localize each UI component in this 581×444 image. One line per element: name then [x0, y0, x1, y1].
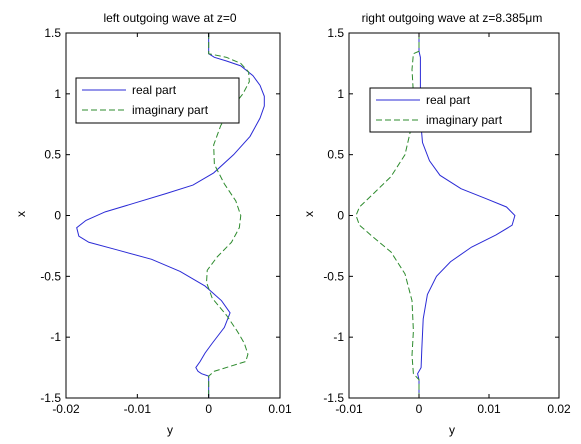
- left-legend-label-imaginary: imaginary part: [132, 103, 209, 117]
- right-x-tick-label: 0.01: [477, 402, 501, 416]
- right-x-tick-label: 0: [416, 402, 423, 416]
- right-plot-title: right outgoing wave at z=8.385μm: [362, 11, 543, 25]
- left-x-tick-label: -0.02: [52, 402, 80, 416]
- right-y-tick-label: -1: [333, 330, 344, 344]
- right-plot: right outgoing wave at z=8.385μm y x -0.…: [302, 11, 571, 437]
- left-y-tick-label: 0.5: [44, 148, 61, 162]
- left-x-tick-label: 0: [205, 402, 212, 416]
- left-series-imaginary-line: [206, 33, 250, 398]
- right-y-tick-label: -1.5: [323, 391, 344, 405]
- right-legend-label-imaginary: imaginary part: [426, 113, 503, 127]
- right-x-tick-label: -0.01: [335, 402, 363, 416]
- right-y-tick-label: 1.5: [327, 26, 344, 40]
- left-plot-title: left outgoing wave at z=0: [103, 11, 236, 25]
- left-legend-label-real: real part: [132, 83, 177, 97]
- left-plot: left outgoing wave at z=0 y x -0.02 -0.01…: [14, 11, 292, 437]
- left-y-tick-label: -1: [50, 330, 61, 344]
- left-series-real-line: [76, 33, 265, 398]
- right-series-real-line: [417, 33, 516, 398]
- left-y-tick-label: 1: [54, 87, 61, 101]
- left-legend: [75, 77, 240, 124]
- right-series-imaginary-line: [355, 33, 420, 398]
- right-plot-xlabel: y: [449, 423, 455, 437]
- right-y-tick-label: 0: [337, 209, 344, 223]
- left-y-tick-label: -0.5: [40, 269, 61, 283]
- left-plot-ylabel: x: [14, 211, 28, 217]
- right-y-tick-label: 0.5: [327, 148, 344, 162]
- right-plot-ylabel: x: [302, 211, 316, 217]
- right-y-tick-label: 1: [337, 87, 344, 101]
- right-legend-label-real: real part: [426, 93, 471, 107]
- left-x-tick-label: 0.01: [268, 402, 292, 416]
- right-x-tick-label: 0.02: [547, 402, 571, 416]
- right-y-tick-label: -0.5: [323, 269, 344, 283]
- left-y-tick-label: 1.5: [44, 26, 61, 40]
- right-legend: [369, 87, 532, 133]
- left-plot-xlabel: y: [167, 423, 173, 437]
- left-x-tick-label: -0.01: [124, 402, 152, 416]
- left-y-tick-label: 0: [54, 209, 61, 223]
- left-y-tick-label: -1.5: [40, 391, 61, 405]
